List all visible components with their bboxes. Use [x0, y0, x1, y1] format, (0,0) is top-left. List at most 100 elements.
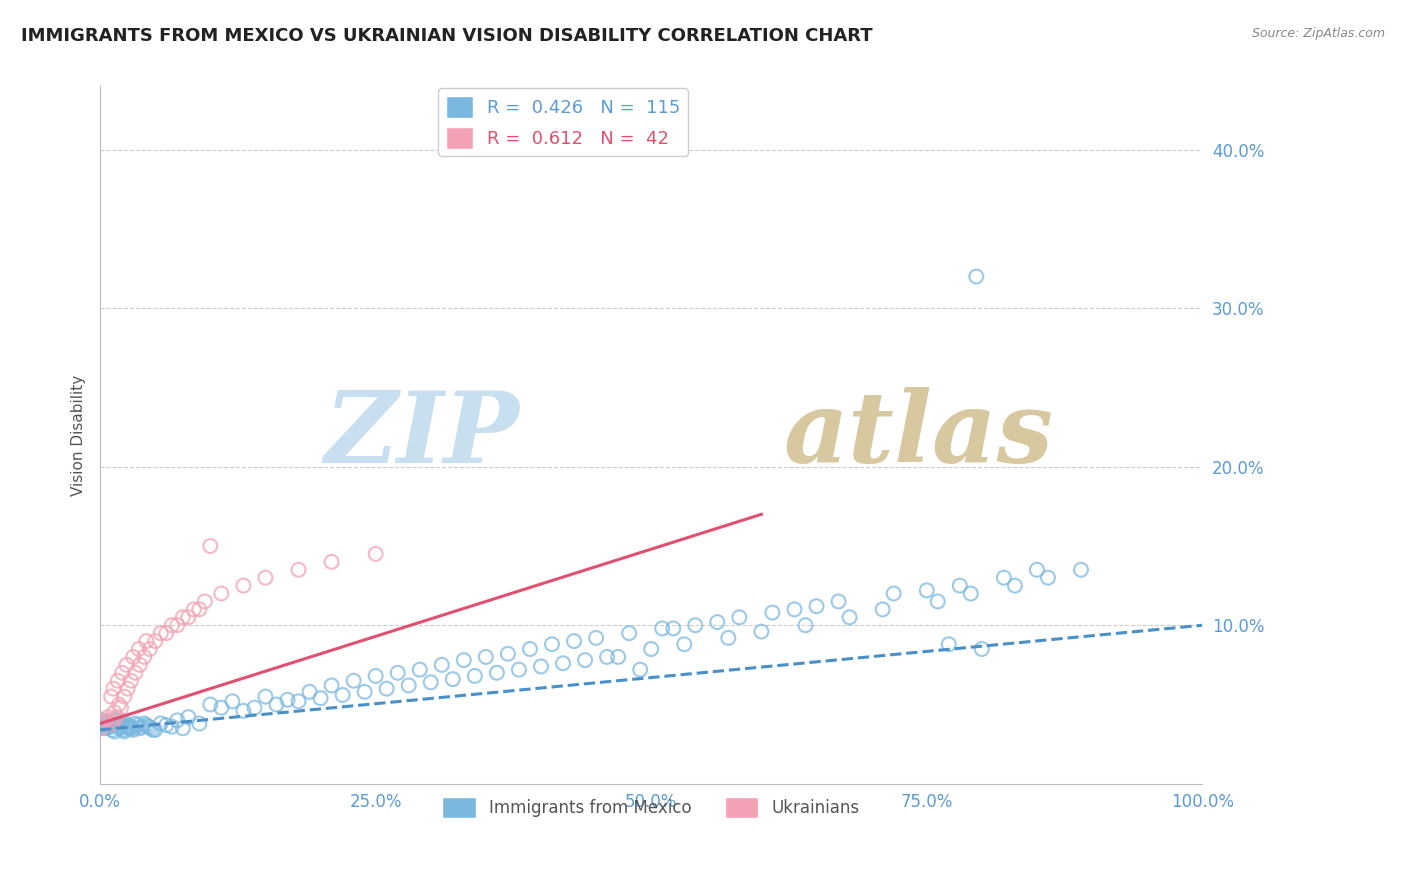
Point [103, 718, 125, 732]
Point [728, 610, 751, 624]
Point [155, 718, 177, 732]
Point [453, 653, 475, 667]
Point [103, 706, 125, 720]
Point [640, 642, 662, 657]
Point [91, 716, 114, 731]
Point [108, 698, 131, 712]
Point [128, 657, 150, 672]
Point [131, 720, 153, 734]
Point [107, 673, 129, 688]
Point [717, 631, 740, 645]
Point [232, 704, 254, 718]
Point [209, 586, 232, 600]
Point [541, 637, 564, 651]
Point [794, 618, 817, 632]
Point [475, 649, 498, 664]
Point [93, 718, 115, 732]
Point [93, 720, 115, 734]
Point [149, 716, 172, 731]
Point [127, 718, 149, 732]
Point [177, 710, 200, 724]
Point [938, 637, 960, 651]
Point [364, 547, 387, 561]
Point [177, 610, 200, 624]
Point [124, 665, 146, 680]
Point [135, 634, 157, 648]
Point [117, 718, 139, 732]
Point [1070, 563, 1092, 577]
Point [124, 716, 146, 731]
Point [117, 681, 139, 696]
Point [134, 649, 156, 664]
Point [530, 659, 553, 673]
Text: IMMIGRANTS FROM MEXICO VS UKRAINIAN VISION DISABILITY CORRELATION CHART: IMMIGRANTS FROM MEXICO VS UKRAINIAN VISI… [21, 27, 873, 45]
Point [562, 634, 585, 648]
Point [485, 665, 508, 680]
Point [387, 665, 409, 680]
Point [266, 698, 288, 712]
Point [103, 724, 125, 739]
Point [430, 657, 453, 672]
Point [585, 631, 607, 645]
Point [110, 720, 132, 734]
Point [108, 716, 131, 731]
Point [128, 721, 150, 735]
Point [149, 626, 172, 640]
Point [949, 579, 972, 593]
Point [353, 685, 375, 699]
Point [706, 615, 728, 629]
Legend: Immigrants from Mexico, Ukrainians: Immigrants from Mexico, Ukrainians [436, 790, 866, 824]
Point [90, 721, 112, 735]
Point [183, 602, 205, 616]
Text: atlas: atlas [783, 387, 1053, 483]
Point [160, 618, 183, 632]
Point [574, 653, 596, 667]
Point [364, 669, 387, 683]
Point [172, 610, 194, 624]
Point [155, 626, 177, 640]
Point [101, 716, 124, 731]
Point [685, 618, 707, 632]
Point [108, 721, 131, 735]
Point [115, 720, 138, 734]
Point [607, 649, 630, 664]
Point [673, 637, 696, 651]
Point [90, 714, 112, 728]
Point [332, 688, 354, 702]
Point [121, 721, 143, 735]
Point [97, 720, 120, 734]
Point [419, 675, 441, 690]
Point [96, 714, 118, 729]
Point [827, 594, 849, 608]
Point [93, 716, 115, 731]
Y-axis label: Vision Disability: Vision Disability [72, 375, 86, 496]
Point [970, 642, 993, 657]
Point [103, 681, 125, 696]
Point [751, 624, 773, 639]
Point [441, 672, 464, 686]
Point [243, 700, 266, 714]
Point [143, 634, 166, 648]
Point [135, 718, 157, 732]
Point [114, 716, 136, 731]
Point [298, 685, 321, 699]
Point [1004, 579, 1026, 593]
Point [94, 721, 117, 735]
Point [519, 642, 541, 657]
Point [1025, 563, 1047, 577]
Point [100, 720, 122, 734]
Point [883, 586, 905, 600]
Point [138, 642, 160, 657]
Text: ZIP: ZIP [323, 387, 519, 483]
Point [188, 602, 211, 616]
Point [101, 723, 124, 737]
Point [139, 721, 162, 735]
Point [98, 714, 121, 728]
Point [617, 626, 640, 640]
Point [321, 555, 343, 569]
Point [122, 723, 145, 737]
Point [112, 724, 135, 739]
Point [209, 700, 232, 714]
Point [254, 690, 277, 704]
Point [915, 583, 938, 598]
